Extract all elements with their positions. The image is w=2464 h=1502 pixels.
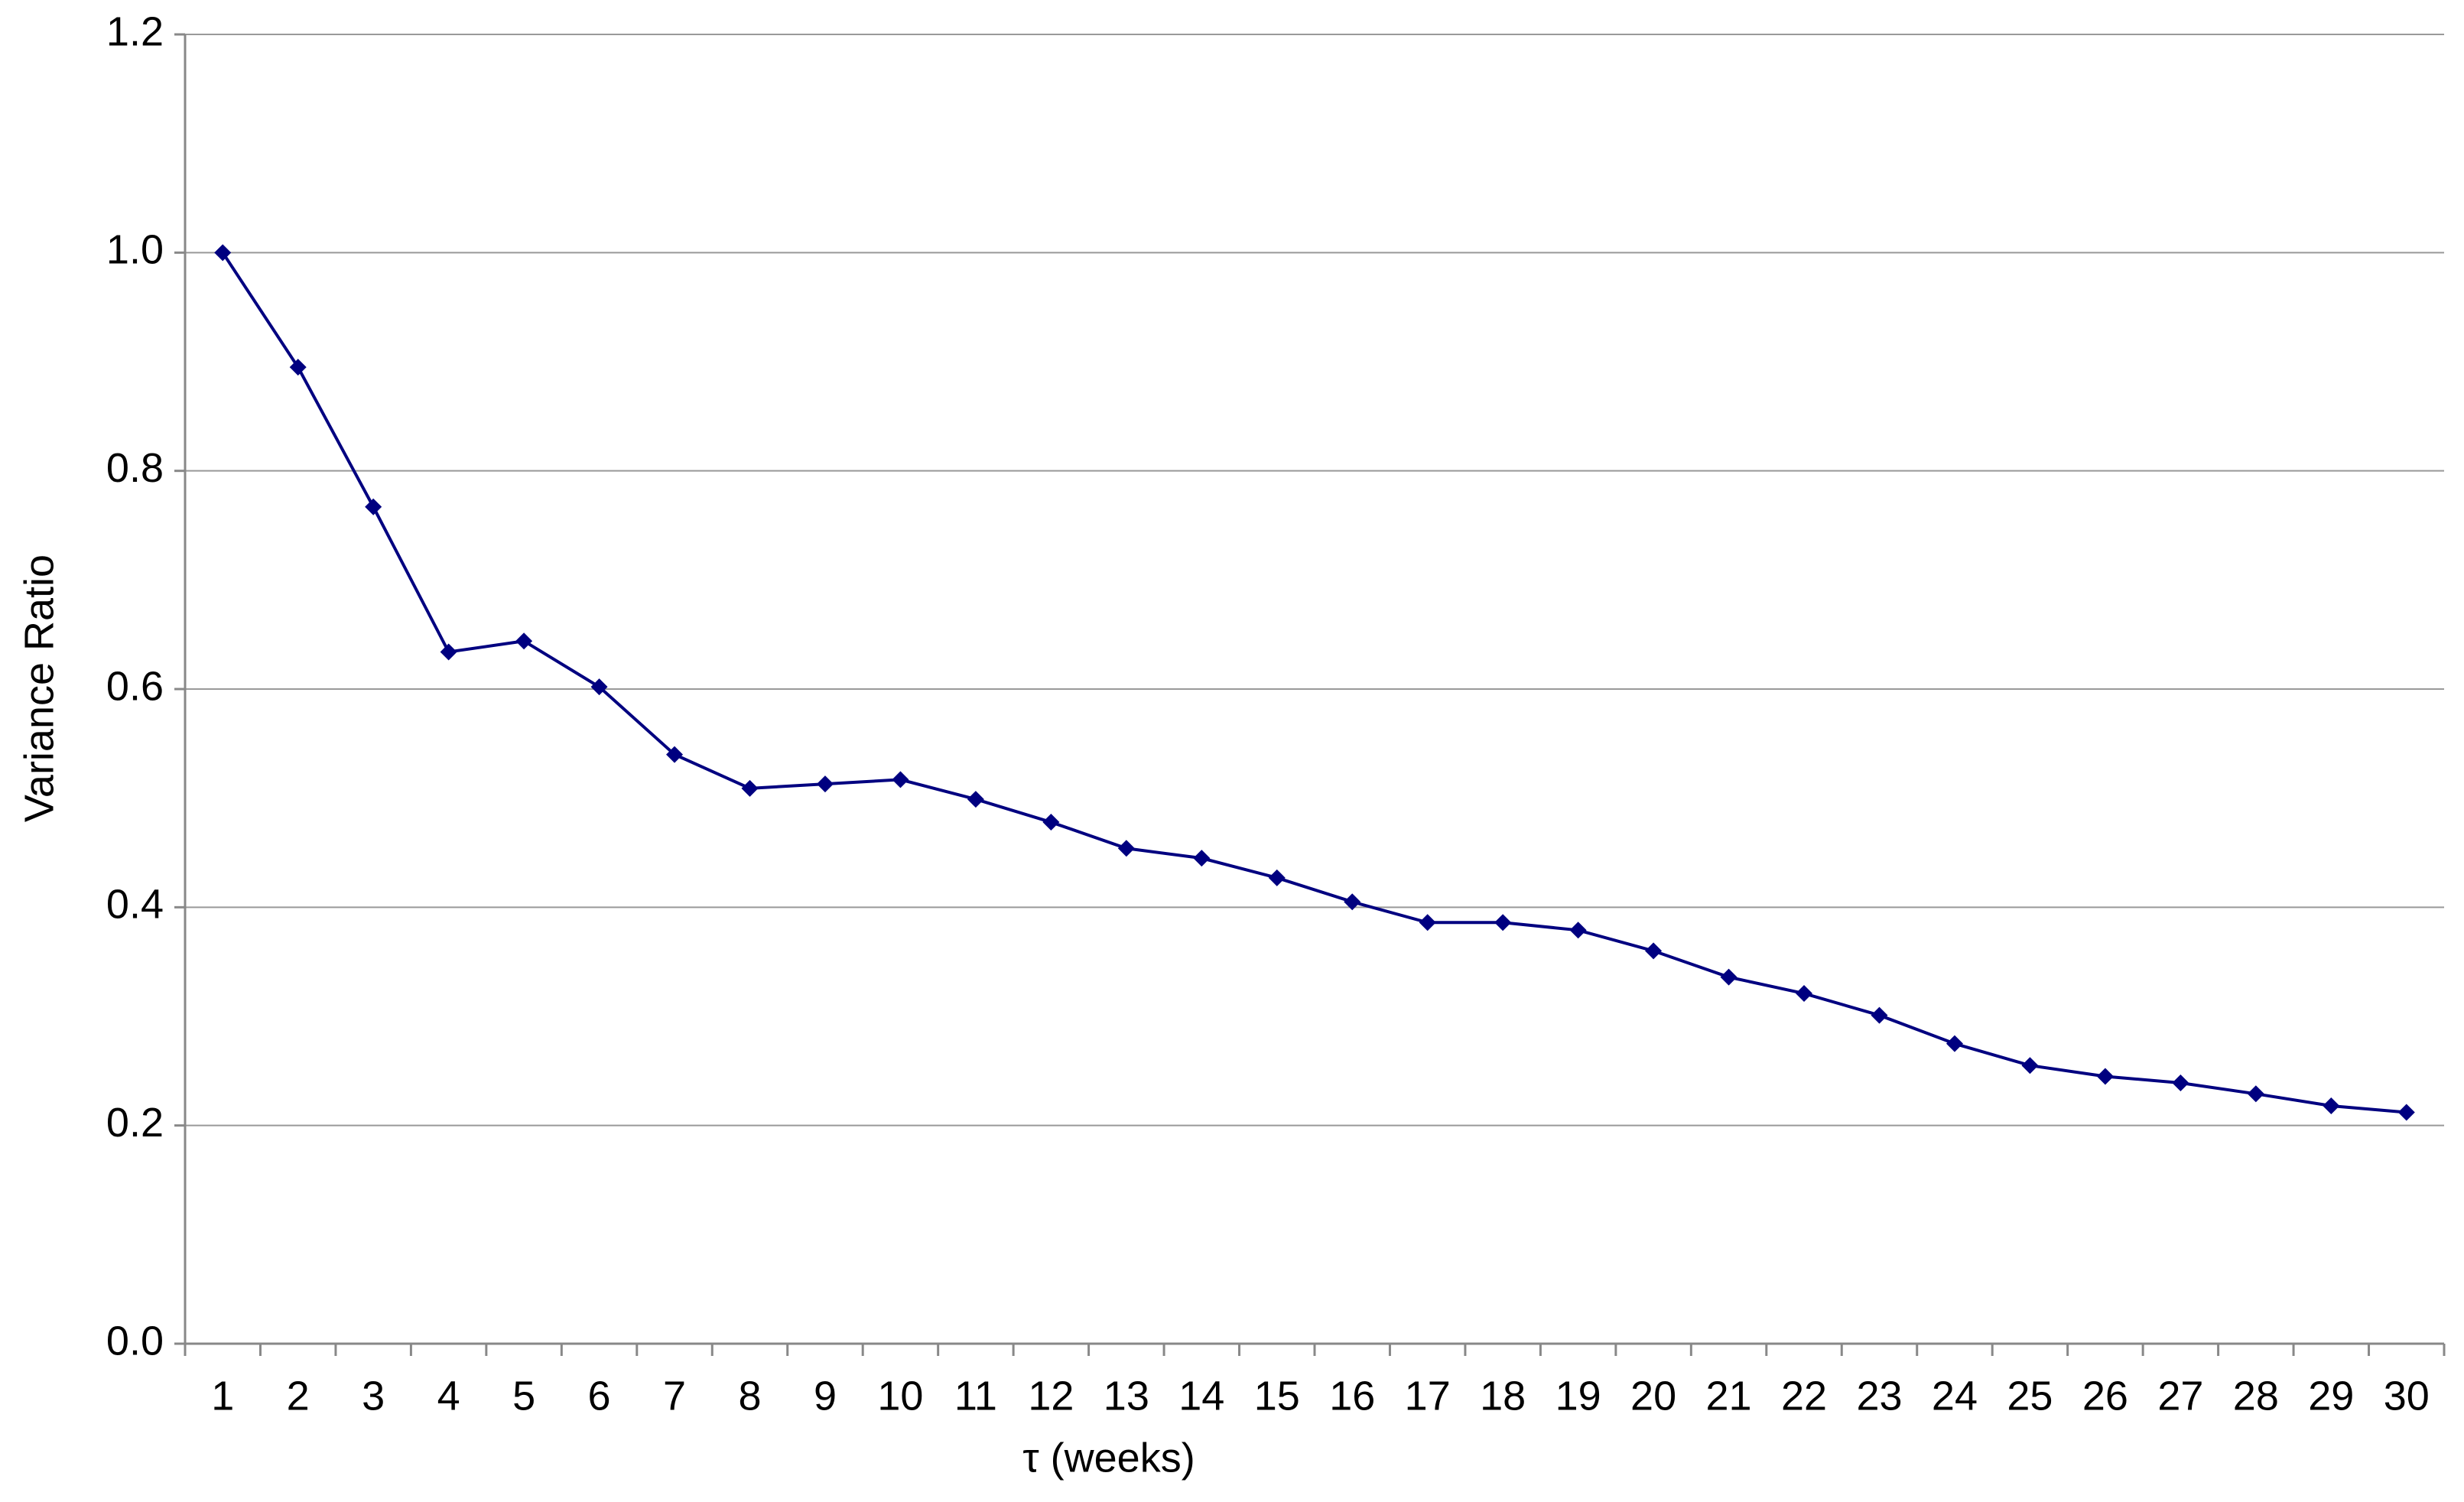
x-tick-label: 19	[1555, 1373, 1601, 1419]
data-point	[2096, 1068, 2114, 1085]
data-point	[967, 791, 984, 808]
data-point	[2247, 1085, 2264, 1103]
y-tick-label: 1.0	[106, 227, 164, 273]
data-point	[1494, 914, 1512, 931]
data-point	[1946, 1035, 1963, 1052]
y-tick-label: 0.6	[106, 663, 164, 709]
x-tick-label: 27	[2157, 1373, 2203, 1419]
data-point	[1569, 922, 1587, 939]
data-point	[590, 678, 608, 696]
x-tick-label: 3	[362, 1373, 385, 1419]
data-point	[1042, 814, 1060, 831]
x-tick-label: 15	[1254, 1373, 1300, 1419]
x-tick-label: 5	[512, 1373, 535, 1419]
data-point	[515, 632, 533, 650]
y-tick-label: 0.8	[106, 445, 164, 491]
y-tick-label: 0.4	[106, 882, 164, 928]
data-point	[1117, 840, 1135, 857]
data-point	[2323, 1097, 2340, 1114]
x-tick-label: 24	[1932, 1373, 1978, 1419]
data-point	[1268, 869, 1286, 886]
data-point	[1419, 914, 1436, 931]
x-tick-label: 20	[1630, 1373, 1676, 1419]
y-axis-title: Variance Ratio	[16, 554, 62, 822]
data-point	[1871, 1006, 1888, 1024]
data-point	[289, 359, 307, 376]
data-point	[365, 498, 382, 515]
x-tick-label: 22	[1781, 1373, 1827, 1419]
y-tick-label: 1.2	[106, 8, 164, 54]
x-tick-label: 17	[1405, 1373, 1451, 1419]
series-line	[221, 252, 2407, 1114]
x-tick-label: 30	[2384, 1373, 2430, 1419]
x-tick-label: 23	[1856, 1373, 1902, 1419]
data-point	[440, 643, 457, 661]
x-tick-label: 26	[2082, 1373, 2128, 1419]
y-tick-label: 0.0	[106, 1318, 164, 1364]
data-point	[1193, 850, 1211, 867]
data-point	[1645, 942, 1663, 960]
data-point	[1344, 893, 1361, 911]
x-tick-label: 9	[814, 1373, 837, 1419]
data-point	[2172, 1074, 2189, 1092]
x-tick-label: 18	[1480, 1373, 1526, 1419]
data-point	[666, 746, 684, 763]
x-tick-label: 11	[954, 1373, 997, 1419]
data-point	[2021, 1057, 2039, 1074]
x-tick-label: 16	[1329, 1373, 1375, 1419]
x-axis-title: τ (weeks)	[1022, 1435, 1195, 1481]
data-point	[892, 771, 909, 788]
x-tick-label: 2	[287, 1373, 310, 1419]
x-tick-label: 14	[1178, 1373, 1224, 1419]
data-point	[816, 775, 834, 793]
y-tick-label: 0.2	[106, 1100, 164, 1146]
x-tick-label: 13	[1104, 1373, 1149, 1419]
x-tick-label: 28	[2233, 1373, 2279, 1419]
x-tick-label: 8	[738, 1373, 761, 1419]
data-point	[1720, 968, 1737, 986]
x-tick-label: 1	[211, 1373, 234, 1419]
data-point	[214, 244, 232, 262]
x-tick-label: 25	[2007, 1373, 2053, 1419]
x-tick-label: 7	[663, 1373, 686, 1419]
data-point	[741, 779, 759, 797]
data-point	[2397, 1104, 2415, 1121]
x-tick-label: 12	[1028, 1373, 1074, 1419]
x-tick-label: 10	[877, 1373, 923, 1419]
x-tick-label: 4	[437, 1373, 460, 1419]
x-tick-label: 21	[1706, 1373, 1752, 1419]
data-point	[1796, 985, 1813, 1003]
x-tick-label: 29	[2308, 1373, 2354, 1419]
x-tick-label: 6	[588, 1373, 611, 1419]
